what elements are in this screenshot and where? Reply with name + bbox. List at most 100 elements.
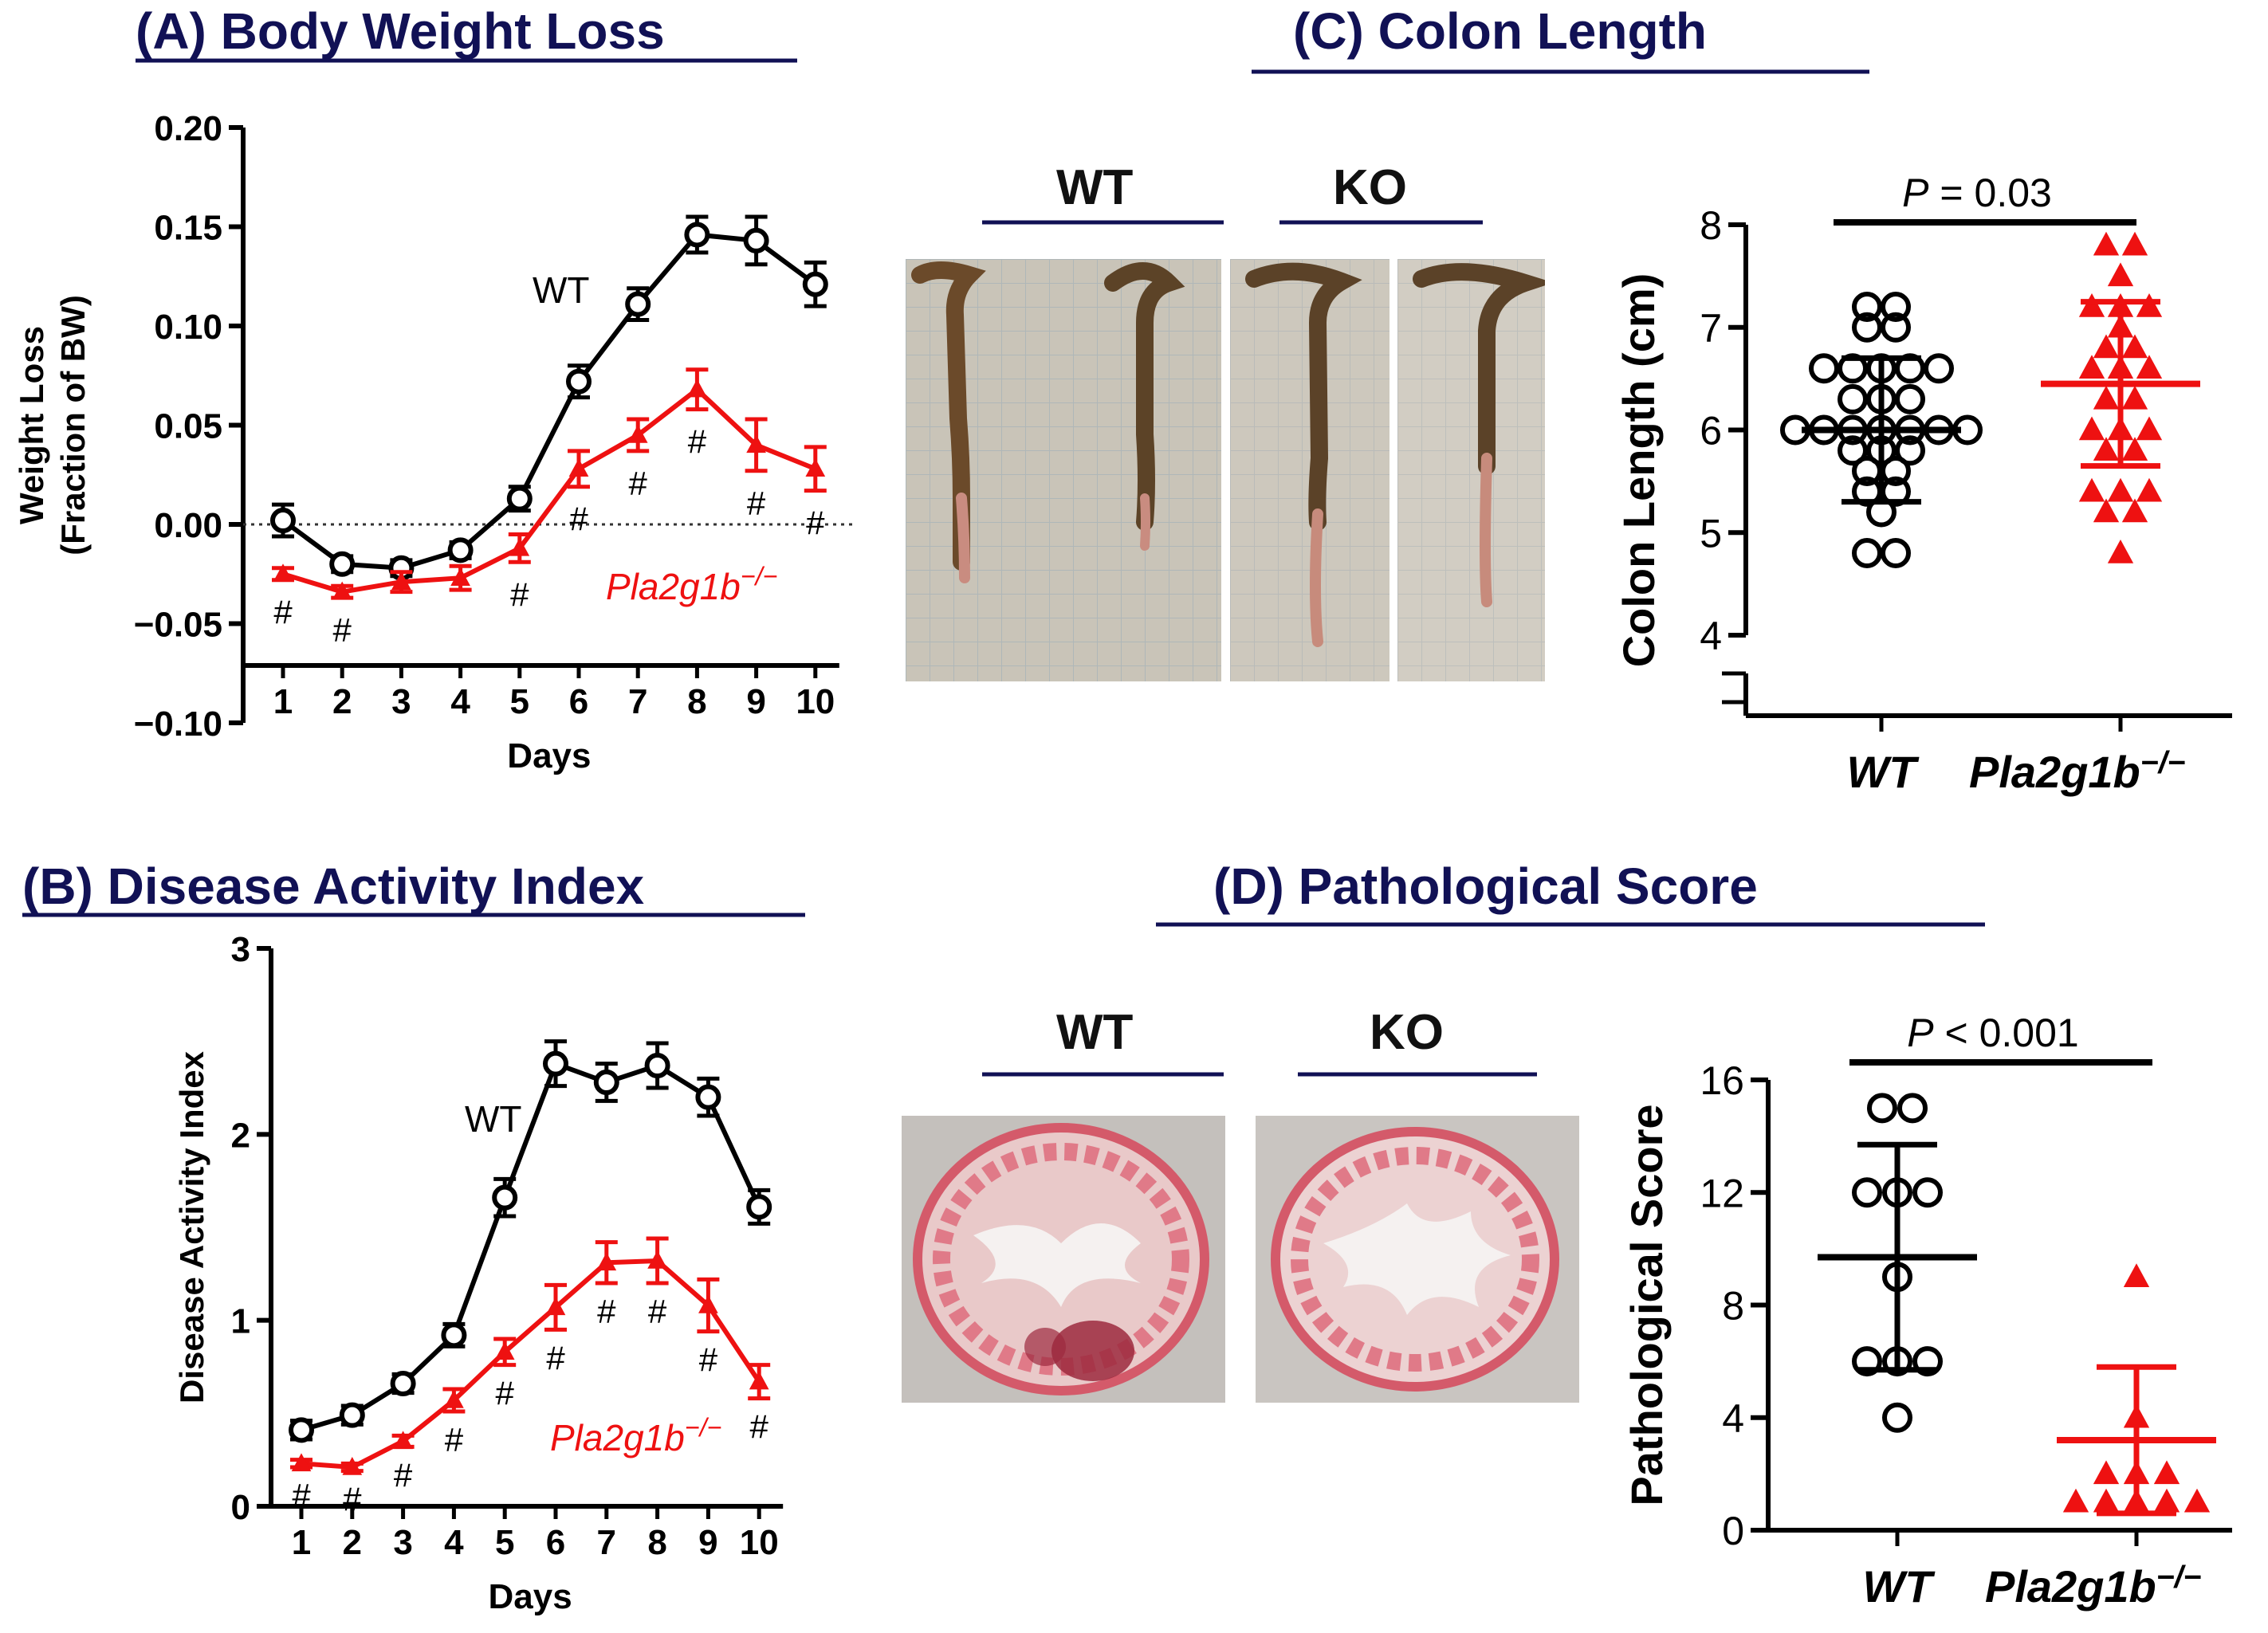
x-category-label-wt: WT — [1862, 1561, 1936, 1611]
data-point-wt — [339, 1402, 365, 1428]
data-point-wt — [390, 1371, 416, 1396]
data-point-wt — [746, 1194, 772, 1220]
series-label-ko: Pla2g1b−/− — [606, 562, 777, 607]
data-point-wt — [625, 291, 651, 317]
panel-c-photo-label-wt: WT — [1056, 160, 1134, 215]
x-tick-label: 7 — [628, 682, 647, 721]
data-point-wt — [1881, 292, 1911, 322]
series-line-ko — [282, 386, 816, 595]
panel-c-photo-label-ko: KO — [1333, 160, 1407, 215]
x-tick-label: 9 — [746, 682, 765, 721]
y-tick-label: 4 — [1722, 1396, 1744, 1441]
x-tick-label: 1 — [292, 1523, 311, 1562]
x-tick-label: 10 — [740, 1523, 779, 1562]
y-tick-label: 0.15 — [154, 209, 222, 248]
data-point-wt — [1852, 1346, 1882, 1377]
y-tick-label: 0.05 — [154, 407, 222, 446]
y-tick-label: 8 — [1722, 1284, 1744, 1329]
chart-A: −0.10 −0.05 0.00 0.05 0.10 0.15 0.20 1 2 3 4 5 6 7 8 9 1… — [13, 109, 855, 775]
significance-mark: # — [597, 1293, 616, 1330]
y-axis-label: Colon Length (cm) — [1614, 273, 1664, 668]
data-point-wt — [1852, 1177, 1882, 1208]
x-category-label-ko-base: Pla2g1b — [1985, 1561, 2156, 1611]
significance-mark: # — [747, 485, 766, 522]
series-label-ko: Pla2g1b−/− — [550, 1413, 721, 1458]
data-point-ko — [494, 1341, 515, 1360]
series-label-ko-superscript: −/− — [685, 1413, 722, 1442]
data-point-wt — [492, 1184, 518, 1211]
y-tick-label: 12 — [1700, 1171, 1744, 1215]
data-point-ko — [698, 1295, 718, 1313]
y-axis-label-group: Pathological Score — [1621, 1104, 1672, 1505]
data-point-ko — [746, 434, 766, 453]
data-point-wt — [1897, 1093, 1928, 1124]
data-point-ko — [2136, 293, 2163, 317]
data-point-ko — [2136, 416, 2163, 441]
data-point-wt — [644, 1053, 670, 1078]
data-point-wt — [566, 368, 592, 395]
data-point-ko — [2062, 1488, 2089, 1513]
significance-mark: # — [510, 575, 529, 613]
data-point-ko — [2093, 1460, 2120, 1485]
data-point-wt — [1852, 292, 1882, 322]
data-point-wt — [1867, 1093, 1897, 1124]
p-value-symbol: P — [1907, 1011, 1934, 1055]
x-tick-label: 1 — [273, 682, 293, 721]
colon-photo-ko-2 — [1397, 259, 1545, 681]
data-point-ko — [2078, 477, 2105, 502]
data-point-ko — [2121, 334, 2148, 359]
significance-mark: # — [273, 594, 293, 631]
x-category-label-ko-base: Pla2g1b — [1969, 747, 2140, 797]
panel-c-title: (C) Colon Length — [1293, 2, 1707, 60]
data-point-ko — [2078, 416, 2105, 441]
data-point-ko — [568, 458, 589, 477]
significance-mark: # — [546, 1339, 565, 1376]
significance-mark: # — [629, 465, 648, 502]
y-axis-label: Weight Loss — [13, 326, 50, 524]
significance-mark: # — [394, 1456, 413, 1494]
data-point-ko — [2093, 231, 2120, 256]
data-point-ko — [2153, 1488, 2180, 1513]
data-point-wt — [289, 1417, 314, 1443]
y-tick-label: 0 — [231, 1488, 250, 1527]
data-point-wt — [1895, 383, 1925, 414]
panel-d-photo-label-wt: WT — [1056, 1005, 1134, 1060]
series-label-ko-superscript: −/− — [741, 562, 778, 591]
data-point-ko — [545, 1297, 566, 1316]
series-label-wt: WT — [533, 269, 590, 311]
data-point-ko — [647, 1250, 667, 1269]
data-point-wt — [1838, 435, 1868, 466]
data-point-ko — [2121, 437, 2148, 461]
data-point-wt — [1852, 312, 1882, 343]
y-tick-label: 3 — [231, 930, 250, 969]
data-point-ko — [805, 458, 826, 477]
x-tick-label: 3 — [393, 1523, 412, 1562]
data-point-wt — [506, 485, 533, 512]
data-point-ko — [2107, 540, 2134, 563]
data-point-ko — [342, 1457, 363, 1475]
panel-d-photo-label-ko: KO — [1370, 1005, 1444, 1060]
series-line-wt — [281, 232, 817, 571]
significance-mark: # — [699, 1341, 718, 1379]
y-tick-label: 2 — [231, 1116, 250, 1155]
data-point-ko — [444, 1390, 464, 1408]
x-tick-label: 6 — [569, 682, 588, 721]
data-point-wt — [743, 227, 769, 253]
data-point-ko — [393, 1431, 413, 1450]
data-point-ko — [2107, 477, 2134, 502]
significance-mark: # — [750, 1408, 769, 1446]
data-point-ko — [391, 571, 411, 590]
y-tick-label: 4 — [1700, 614, 1722, 658]
significance-mark: # — [648, 1293, 667, 1330]
significance-mark: # — [445, 1421, 464, 1458]
y-tick-label: 0.20 — [154, 109, 222, 148]
p-value-symbol: P — [1902, 171, 1929, 215]
data-point-ko — [291, 1453, 312, 1472]
series-label-ko-base: Pla2g1b — [606, 566, 741, 607]
data-point-wt — [441, 1322, 467, 1348]
data-point-ko — [2153, 1460, 2180, 1485]
data-point-wt — [270, 508, 296, 534]
x-tick-label: 8 — [687, 682, 706, 721]
data-point-wt — [1912, 1177, 1943, 1208]
